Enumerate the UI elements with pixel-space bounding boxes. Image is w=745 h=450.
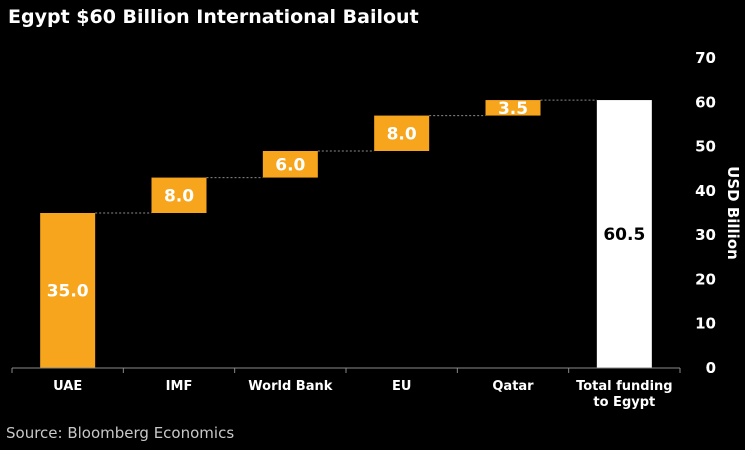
bar-eu (374, 115, 430, 151)
category-label: UAE (53, 379, 82, 394)
source-note: Source: Bloomberg Economics (6, 424, 235, 442)
category-label: EU (392, 379, 411, 394)
y-tick-label: 50 (695, 138, 716, 156)
y-tick-label: 30 (695, 226, 716, 244)
y-axis-title: USD Billion (724, 166, 742, 260)
value-label: 6.0 (275, 155, 305, 175)
y-tick-label: 0 (706, 359, 716, 377)
bar-qatar (485, 100, 541, 116)
chart-title: Egypt $60 Billion International Bailout (8, 6, 419, 28)
bars (40, 100, 652, 369)
value-label: 35.0 (47, 282, 89, 302)
y-tick-label: 60 (695, 93, 716, 111)
value-label: 8.0 (387, 124, 417, 144)
value-label: 3.5 (498, 99, 528, 119)
connector-lines (95, 99, 597, 214)
bar-total-funding-to-egypt (596, 100, 652, 369)
value-label: 60.5 (603, 225, 645, 245)
category-label: World Bank (248, 379, 332, 394)
y-axis-tick-labels: 0 10 20 30 40 50 60 70 (695, 49, 716, 377)
value-label: 8.0 (164, 186, 194, 206)
y-tick-label: 40 (695, 182, 716, 200)
y-tick-label: 20 (695, 270, 716, 288)
bar-world-bank (262, 151, 318, 178)
category-label: Qatar (492, 379, 534, 394)
y-tick-label: 70 (695, 49, 716, 67)
category-label: to Egypt (593, 395, 655, 410)
category-label: IMF (166, 379, 193, 394)
category-label: Total funding (576, 379, 673, 394)
bar-imf (151, 177, 207, 213)
y-tick-label: 10 (695, 315, 716, 333)
value-labels: 35.0 8.0 6.0 8.0 3.5 60.5 (47, 99, 646, 302)
bar-uae (40, 213, 96, 368)
x-axis-ticks (11, 368, 681, 373)
